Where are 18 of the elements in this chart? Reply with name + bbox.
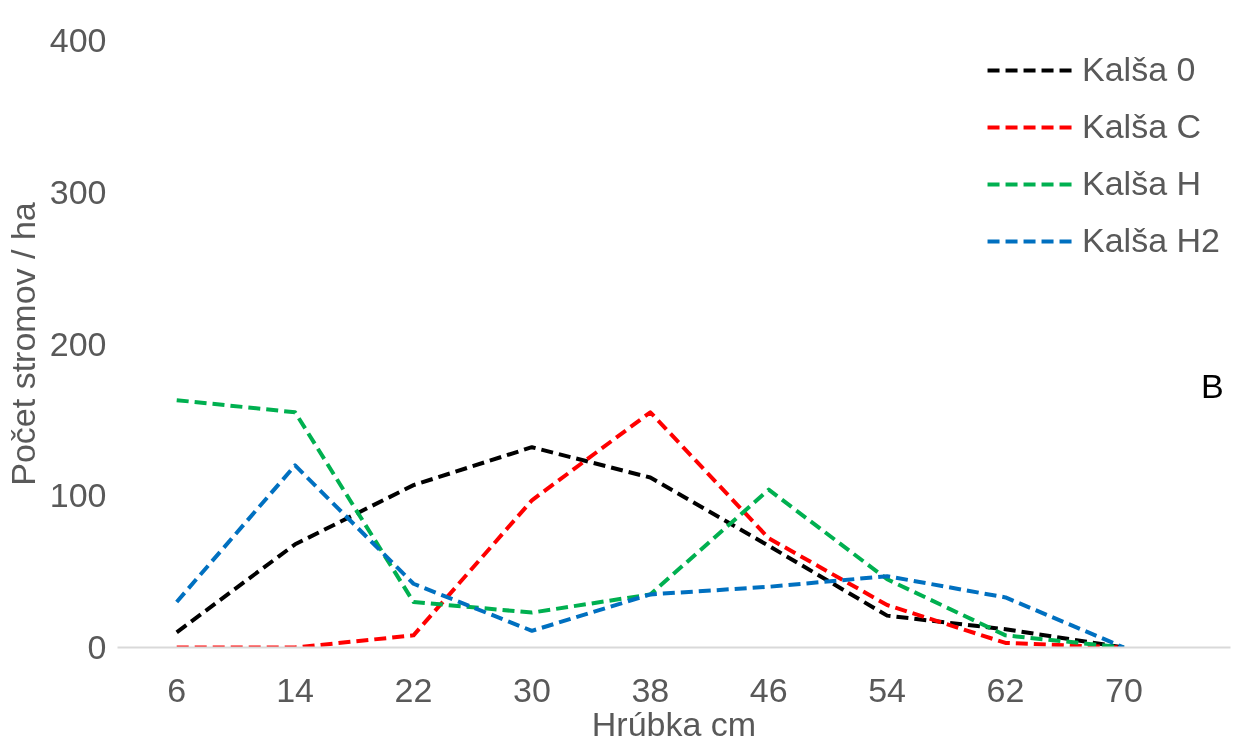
y-tick-label: 300 <box>49 172 107 211</box>
x-tick-label: 54 <box>868 670 907 709</box>
annotation: B <box>1200 366 1224 405</box>
x-tick-label: 6 <box>167 670 187 709</box>
legend-label: Kalša H <box>1082 164 1202 203</box>
x-tick-label: 30 <box>513 670 551 709</box>
x-tick-label: 14 <box>276 670 315 709</box>
x-tick-label: 22 <box>394 670 433 709</box>
y-tick-label: 400 <box>49 21 107 59</box>
legend-label: Kalša 0 <box>1082 50 1196 89</box>
x-tick-label: 62 <box>986 670 1025 709</box>
legend-label: Kalša C <box>1082 107 1202 146</box>
y-tick-label: 100 <box>49 476 107 515</box>
x-tick-label: 70 <box>1105 670 1143 709</box>
y-axis-title: Počet stromov / ha <box>3 202 42 486</box>
legend-label: Kalša H2 <box>1082 221 1220 260</box>
y-tick-label: 200 <box>49 324 107 363</box>
y-tick-label: 0 <box>87 628 107 666</box>
